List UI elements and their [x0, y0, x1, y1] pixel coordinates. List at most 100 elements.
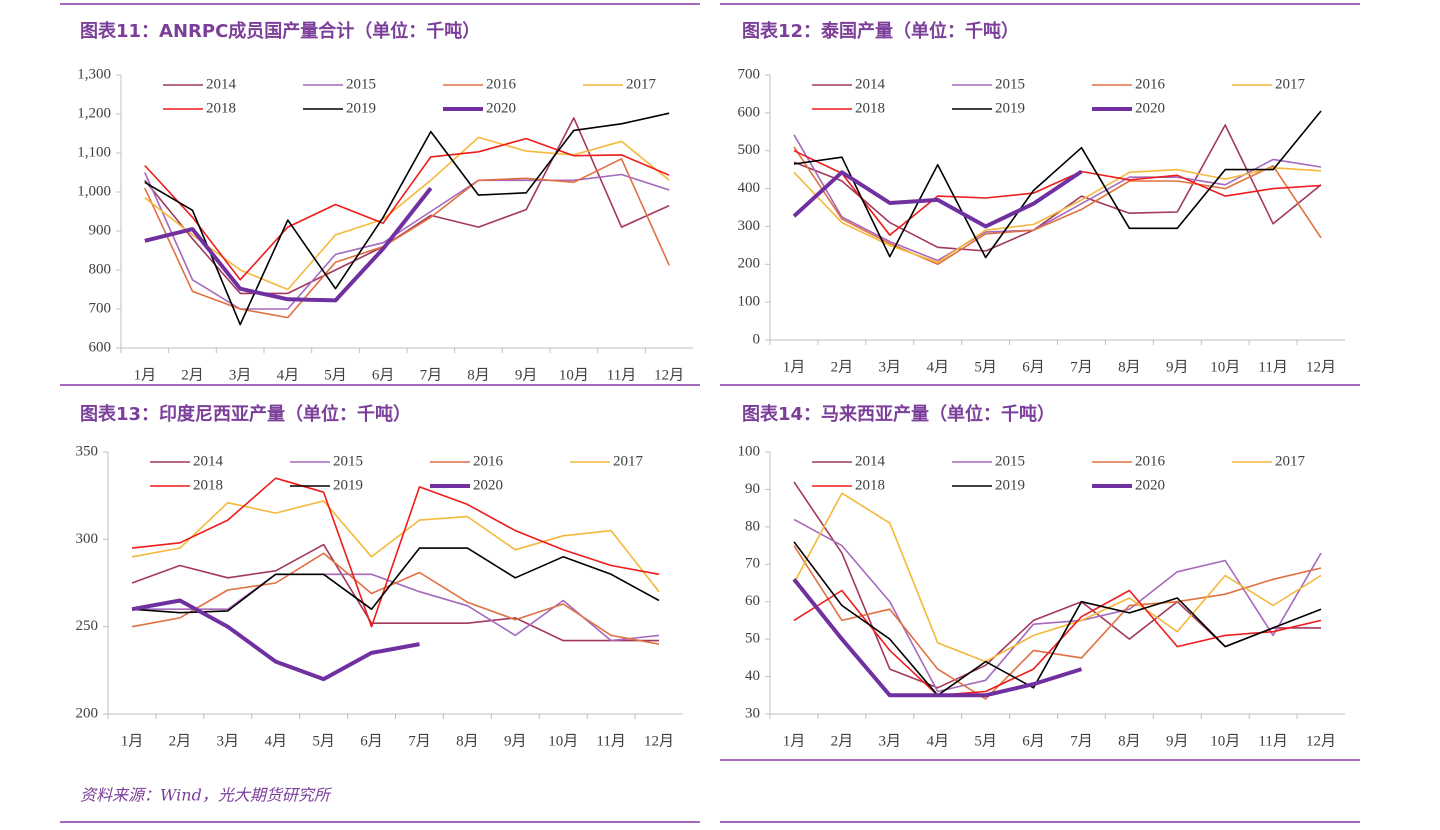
y-tick-label: 30: [745, 705, 760, 721]
series-line: [144, 112, 670, 326]
x-tick-label: 8月: [467, 367, 490, 383]
y-tick-label: 70: [745, 556, 760, 572]
x-tick-label: 11月: [1258, 733, 1287, 749]
legend-label: 2016: [1135, 453, 1166, 469]
series-line: [131, 543, 659, 642]
series-line: [793, 518, 1322, 693]
x-tick-label: 1月: [134, 367, 157, 383]
legend-label: 2015: [346, 76, 376, 92]
x-tick-label: 10月: [1210, 359, 1240, 375]
series-line: [144, 136, 670, 291]
y-tick-label: 1,100: [77, 144, 111, 160]
legend-label: 2019: [995, 477, 1025, 493]
x-tick-label: 7月: [1070, 733, 1093, 749]
series-line: [131, 477, 660, 628]
legend-label: 2017: [626, 76, 657, 92]
y-tick-label: 40: [745, 668, 760, 684]
series-line: [131, 547, 660, 614]
legend-label: 2020: [1135, 477, 1165, 493]
series-line: [793, 146, 1322, 266]
x-tick-label: 11月: [596, 733, 625, 749]
legend-label: 2014: [855, 453, 886, 469]
x-tick-label: 7月: [1070, 359, 1093, 375]
x-tick-label: 4月: [264, 733, 287, 749]
legend-label: 2016: [486, 76, 517, 92]
legend-label: 2018: [855, 100, 885, 116]
y-tick-label: 250: [76, 618, 99, 634]
legend-label: 2020: [1135, 100, 1165, 116]
x-tick-label: 9月: [515, 367, 538, 383]
chart-title: 图表14：马来西亚产量（单位：千吨）: [742, 403, 1055, 425]
series-line: [793, 149, 1322, 236]
y-tick-label: 1,000: [77, 183, 111, 199]
x-tick-label: 4月: [926, 733, 949, 749]
legend-label: 2015: [333, 453, 363, 469]
x-tick-label: 4月: [926, 359, 949, 375]
x-tick-label: 9月: [504, 733, 527, 749]
series-line: [793, 541, 1322, 697]
x-tick-label: 3月: [879, 733, 902, 749]
legend-label: 2016: [1135, 76, 1166, 92]
x-tick-label: 12月: [654, 367, 684, 383]
series-line: [793, 492, 1322, 663]
series-line: [144, 172, 670, 310]
legend-label: 2016: [473, 453, 504, 469]
y-tick-label: 50: [745, 631, 760, 647]
legend-label: 2019: [333, 477, 363, 493]
x-tick-label: 8月: [1118, 359, 1141, 375]
x-tick-label: 3月: [229, 367, 252, 383]
x-tick-label: 6月: [1022, 733, 1045, 749]
y-tick-label: 80: [745, 518, 760, 534]
x-tick-label: 2月: [169, 733, 192, 749]
x-tick-label: 8月: [456, 733, 479, 749]
x-tick-label: 1月: [783, 359, 806, 375]
series-line: [792, 578, 1083, 698]
x-tick-label: 9月: [1166, 733, 1189, 749]
y-tick-label: 200: [738, 256, 761, 272]
x-tick-label: 12月: [644, 733, 674, 749]
series-line: [793, 134, 1322, 262]
series-line: [131, 552, 660, 645]
legend-label: 2018: [855, 477, 885, 493]
legend-label: 2018: [206, 100, 236, 116]
legend-label: 2014: [193, 453, 224, 469]
legend-label: 2017: [1275, 453, 1306, 469]
source-note: 资料来源：Wind，光大期货研究所: [80, 786, 333, 805]
chart-title: 图表12：泰国产量（单位：千吨）: [742, 20, 1019, 42]
x-tick-label: 9月: [1166, 359, 1189, 375]
x-tick-label: 6月: [1022, 359, 1045, 375]
x-tick-label: 11月: [607, 367, 636, 383]
x-tick-label: 2月: [831, 359, 854, 375]
y-tick-label: 300: [76, 531, 99, 547]
series-line: [792, 169, 1083, 229]
legend-label: 2017: [1275, 76, 1306, 92]
legend-label: 2020: [486, 100, 516, 116]
series-line: [793, 124, 1322, 252]
y-tick-label: 100: [738, 443, 761, 459]
series-line: [793, 589, 1322, 697]
x-tick-label: 2月: [831, 733, 854, 749]
x-tick-label: 7月: [420, 367, 443, 383]
x-tick-label: 4月: [277, 367, 300, 383]
legend-label: 2014: [206, 76, 237, 92]
y-tick-label: 90: [745, 481, 760, 497]
legend-label: 2015: [995, 76, 1025, 92]
x-tick-label: 12月: [1306, 359, 1336, 375]
x-tick-label: 5月: [974, 733, 997, 749]
x-tick-label: 7月: [408, 733, 431, 749]
y-tick-label: 500: [738, 142, 761, 158]
y-tick-label: 400: [738, 180, 761, 196]
y-tick-label: 0: [753, 331, 761, 347]
x-tick-label: 1月: [783, 733, 806, 749]
legend-label: 2020: [473, 477, 503, 493]
series-line: [793, 545, 1322, 700]
x-tick-label: 2月: [181, 367, 204, 383]
x-tick-label: 11月: [1258, 359, 1287, 375]
dividers: [60, 3, 1360, 823]
x-tick-label: 5月: [324, 367, 347, 383]
y-tick-label: 100: [738, 294, 761, 310]
series-line: [144, 158, 670, 319]
legend-label: 2019: [346, 100, 376, 116]
series-line: [144, 186, 433, 303]
